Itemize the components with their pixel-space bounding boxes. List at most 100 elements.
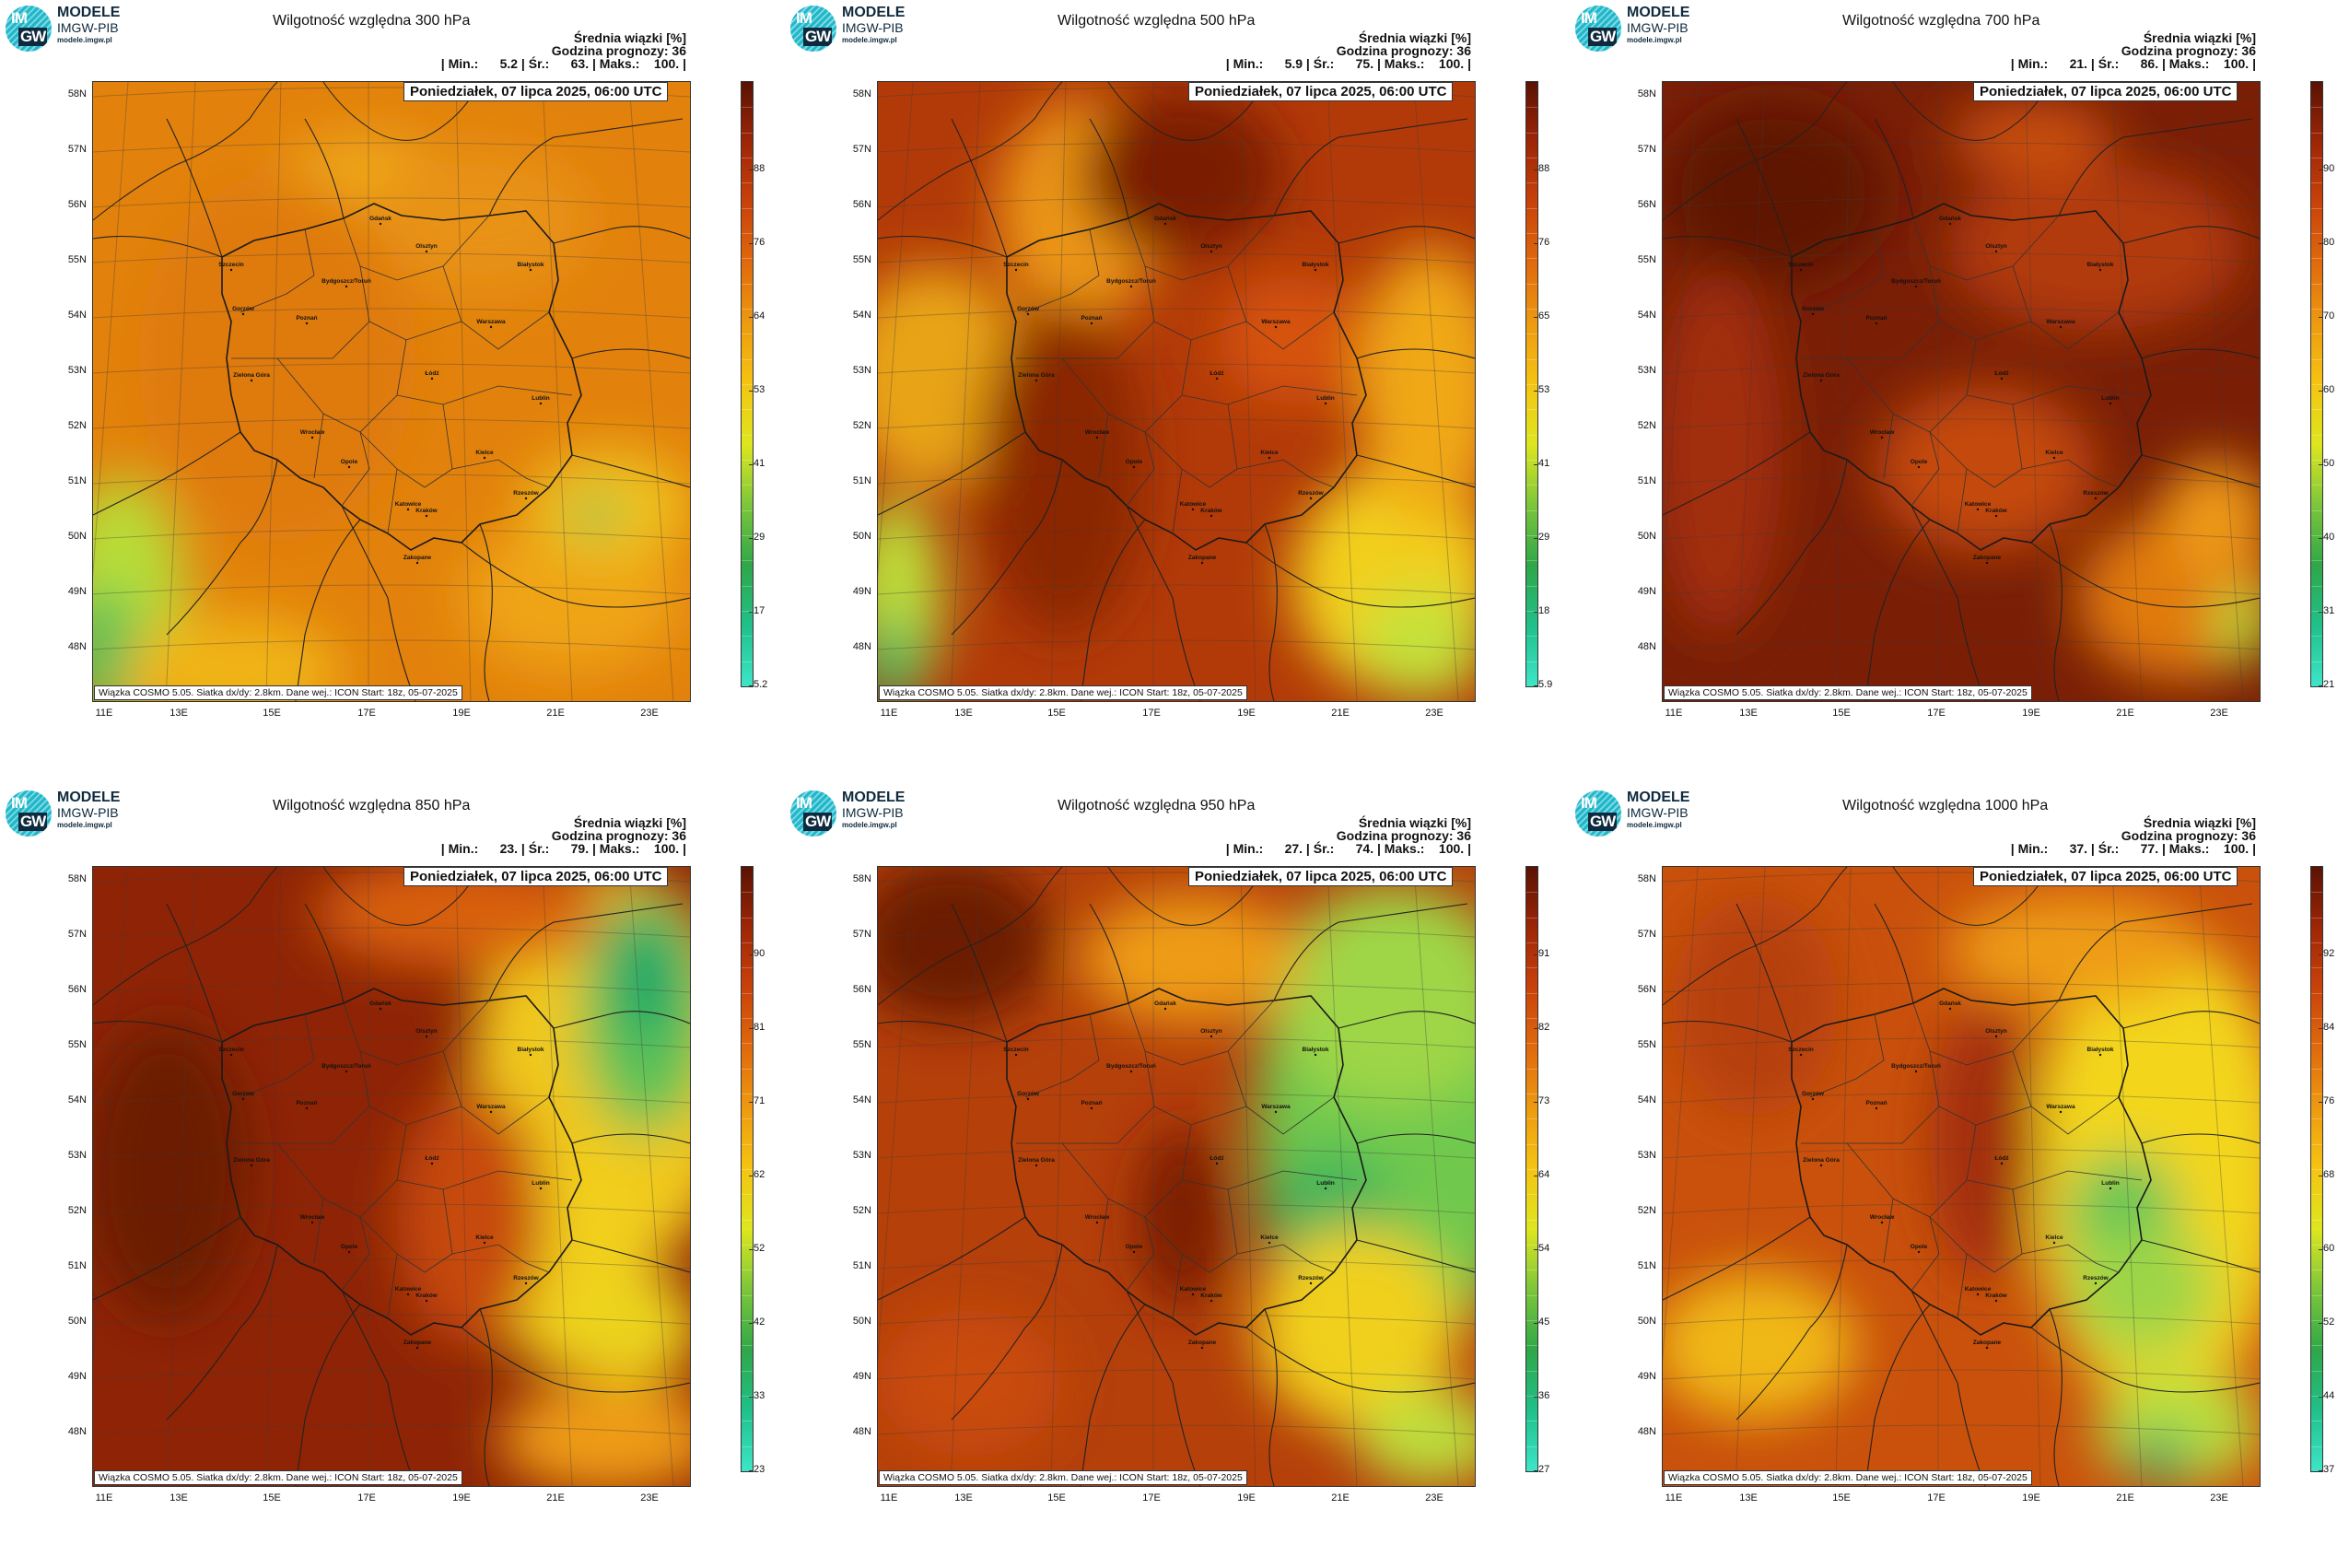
colorbar-tick-label: 31 xyxy=(2323,605,2335,616)
latitude-tick-label: 58N xyxy=(1637,873,1656,884)
colorbar-segment-line xyxy=(2311,283,2322,285)
logo-emblem: IM GW xyxy=(790,790,836,837)
longitude-tick-label: 17E xyxy=(1142,708,1161,719)
graticule-lon xyxy=(878,867,914,1364)
voivodeship-border xyxy=(1966,1170,2143,1190)
city-marker xyxy=(415,1346,419,1350)
voivodeship-border xyxy=(1227,265,1335,350)
latitude-tick-label: 55N xyxy=(852,1039,871,1050)
city-label: Lublin xyxy=(1316,395,1335,402)
city-label: Kielce xyxy=(2045,450,2063,456)
country-border xyxy=(1273,903,1468,1001)
logo-line2: IMGW-PIB xyxy=(1627,805,1689,820)
country-border xyxy=(1735,903,1793,1043)
colorbar-tick-label: 90 xyxy=(2323,163,2335,174)
city-marker xyxy=(1875,1106,1878,1110)
colorbar-tick-label: 29 xyxy=(1538,532,1550,543)
colorbar-segment-line xyxy=(742,892,753,894)
graticule-lat xyxy=(878,1314,1475,1325)
voivodeship-border xyxy=(1929,404,2023,488)
colorbar-segment-line xyxy=(742,182,753,184)
latitude-tick-label: 53N xyxy=(852,365,871,376)
country-border xyxy=(1089,903,1129,1004)
city-label: Katowice xyxy=(395,501,422,508)
colorbar xyxy=(741,81,754,687)
city-label: Poznań xyxy=(296,1100,317,1106)
latitude-tick-label: 49N xyxy=(852,586,871,597)
voivodeship-border xyxy=(240,228,315,313)
graticule-lon xyxy=(2025,867,2041,1486)
colorbar-segment-line xyxy=(742,1169,753,1170)
colorbar-segment-line xyxy=(1526,1396,1537,1397)
country-border xyxy=(93,1020,223,1043)
city-marker xyxy=(1034,379,1038,382)
logo-line2: IMGW-PIB xyxy=(1627,20,1689,35)
city-marker xyxy=(430,377,434,380)
country-border xyxy=(553,1011,690,1029)
voivodeship-border xyxy=(1236,459,1335,488)
graticule-lon xyxy=(1835,82,1852,701)
city-marker xyxy=(2000,377,2004,380)
colorbar-segment-line xyxy=(2311,1421,2322,1422)
city-label: Szczecin xyxy=(218,1047,243,1053)
city-marker xyxy=(1215,377,1219,380)
colorbar-segment-line xyxy=(1526,509,1537,511)
city-label: Kraków xyxy=(1985,508,2007,514)
city-label: Kraków xyxy=(1200,508,1222,514)
graticule-lon xyxy=(1050,867,1067,1486)
colorbar-segment-line xyxy=(742,1143,753,1145)
graticule-lat xyxy=(878,1148,1475,1159)
voivodeship-border xyxy=(1098,413,1109,479)
colorbar-tick-label: 44 xyxy=(2323,1390,2335,1401)
country-border xyxy=(1663,1020,1793,1043)
colorbar-tick-label: 36 xyxy=(1538,1390,1550,1401)
country-border xyxy=(1338,1011,1475,1029)
colorbar-segment-line xyxy=(1526,942,1537,943)
city-label: Olsztyn xyxy=(1985,1028,2007,1035)
humidity-map-panel: IM GW MODELE IMGW-PIB modele.imgw.pl Wil… xyxy=(785,785,1568,1568)
city-label: Warszawa xyxy=(2046,319,2075,325)
city-marker xyxy=(2052,456,2056,460)
city-label: Zielona Góra xyxy=(1018,372,1055,379)
country-border xyxy=(1663,431,1811,516)
city-marker xyxy=(305,322,309,325)
latitude-tick-label: 54N xyxy=(67,1094,87,1106)
latitude-tick-label: 57N xyxy=(67,144,87,155)
latitude-tick-label: 55N xyxy=(1637,254,1656,265)
colorbar-tick-label: 71 xyxy=(754,1095,765,1106)
voivodeship-border xyxy=(1911,1216,1940,1292)
city-label: Łódź xyxy=(425,370,439,377)
city-marker xyxy=(1811,312,1815,316)
panel-title: Wilgotność względna 700 hPa xyxy=(1842,13,2040,29)
longitude-tick-label: 11E xyxy=(95,708,113,719)
country-border xyxy=(571,1133,690,1144)
graticule-lon xyxy=(1413,867,1459,1486)
city-label: Olsztyn xyxy=(1200,243,1222,250)
country-border xyxy=(1911,1290,1986,1486)
city-marker xyxy=(1274,325,1278,329)
colorbar-segment-line xyxy=(1526,333,1537,335)
city-label: Poznań xyxy=(1081,315,1102,322)
country-border xyxy=(1273,118,1468,216)
voivodeship-border xyxy=(359,404,453,488)
country-border xyxy=(166,903,223,1043)
city-marker xyxy=(425,514,428,518)
colorbar-segment-line xyxy=(2311,1294,2322,1296)
latitude-tick-label: 57N xyxy=(1637,144,1656,155)
colorbar-segment-line xyxy=(2311,258,2322,260)
country-border xyxy=(1264,523,1278,701)
city-marker xyxy=(1880,1221,1884,1224)
colorbar-segment-line xyxy=(2311,1370,2322,1372)
graticule-lon xyxy=(165,867,196,1486)
colorbar-segment-line xyxy=(2311,535,2322,536)
humidity-blob xyxy=(979,303,1145,635)
colorbar-segment-line xyxy=(2311,1118,2322,1120)
humidity-blob xyxy=(1357,589,1475,699)
graticule-lat xyxy=(93,197,690,208)
city-label: Zielona Góra xyxy=(1803,1157,1840,1164)
colorbar-tick-label: 53 xyxy=(754,384,765,395)
colorbar-segment-line xyxy=(2311,1445,2322,1447)
longitude-tick-label: 13E xyxy=(169,708,188,719)
country-border xyxy=(1874,118,1914,219)
colorbar-segment-line xyxy=(1526,132,1537,134)
